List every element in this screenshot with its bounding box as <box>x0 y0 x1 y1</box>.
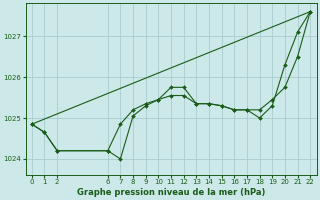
X-axis label: Graphe pression niveau de la mer (hPa): Graphe pression niveau de la mer (hPa) <box>77 188 265 197</box>
